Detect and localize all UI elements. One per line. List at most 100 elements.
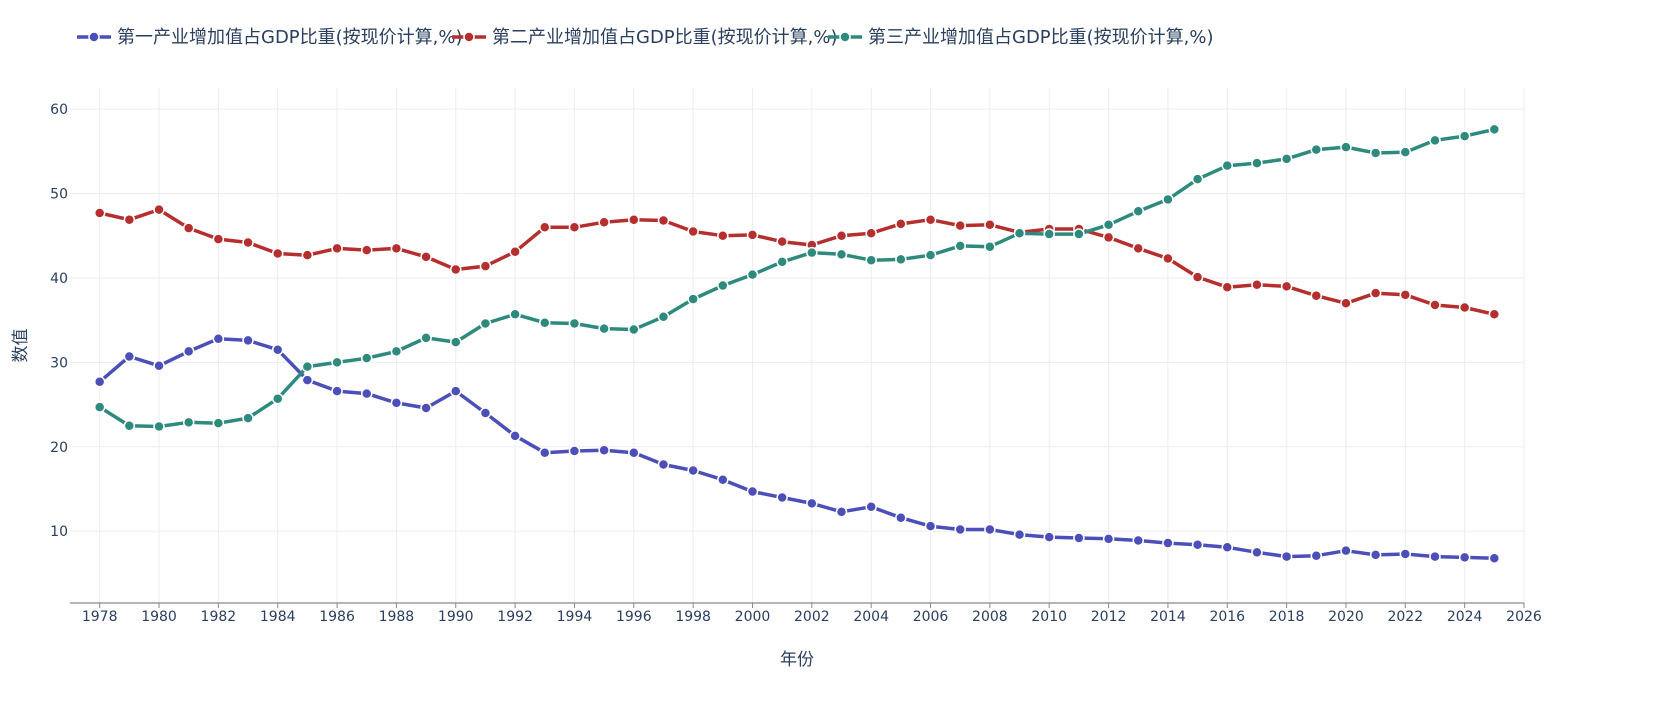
data-point[interactable] bbox=[1488, 308, 1501, 321]
data-point[interactable] bbox=[628, 323, 640, 336]
data-point[interactable] bbox=[1369, 549, 1382, 561]
data-point[interactable] bbox=[1399, 548, 1412, 560]
legend-item-3[interactable]: 第三产业增加值占GDP比重(按现价计算,%) bbox=[828, 27, 1214, 48]
data-point[interactable] bbox=[182, 416, 195, 429]
data-point[interactable] bbox=[1251, 157, 1263, 169]
data-point[interactable] bbox=[895, 511, 907, 524]
data-point[interactable] bbox=[539, 316, 551, 329]
data-point[interactable] bbox=[1221, 281, 1234, 293]
data-point[interactable] bbox=[1191, 271, 1204, 283]
series-1[interactable] bbox=[93, 332, 1501, 565]
data-point[interactable] bbox=[776, 256, 788, 268]
data-point[interactable] bbox=[657, 311, 670, 323]
data-point[interactable] bbox=[123, 213, 136, 226]
series-3[interactable] bbox=[93, 123, 1501, 433]
data-point[interactable] bbox=[776, 235, 788, 248]
data-point[interactable] bbox=[1429, 299, 1441, 311]
data-point[interactable] bbox=[539, 221, 551, 234]
data-point[interactable] bbox=[746, 485, 759, 498]
data-point[interactable] bbox=[123, 350, 136, 363]
data-point[interactable] bbox=[1429, 134, 1441, 147]
data-point[interactable] bbox=[1162, 193, 1174, 206]
data-point[interactable] bbox=[123, 419, 136, 432]
data-point[interactable] bbox=[153, 420, 165, 433]
data-point[interactable] bbox=[924, 520, 937, 532]
data-point[interactable] bbox=[1399, 146, 1412, 158]
data-point[interactable] bbox=[182, 222, 195, 234]
data-point[interactable] bbox=[509, 246, 521, 258]
data-point[interactable] bbox=[271, 343, 284, 356]
data-point[interactable] bbox=[628, 446, 640, 459]
data-point[interactable] bbox=[1429, 550, 1441, 563]
data-point[interactable] bbox=[360, 387, 373, 400]
data-point[interactable] bbox=[1132, 205, 1144, 218]
data-point[interactable] bbox=[1251, 278, 1263, 291]
data-point[interactable] bbox=[687, 293, 699, 305]
data-point[interactable] bbox=[450, 385, 462, 397]
data-point[interactable] bbox=[717, 279, 729, 292]
data-point[interactable] bbox=[865, 501, 877, 513]
data-point[interactable] bbox=[806, 246, 818, 259]
data-point[interactable] bbox=[924, 213, 937, 226]
data-point[interactable] bbox=[1221, 159, 1234, 172]
data-point[interactable] bbox=[746, 229, 759, 241]
data-point[interactable] bbox=[865, 254, 877, 266]
data-point[interactable] bbox=[1162, 537, 1174, 549]
data-point[interactable] bbox=[509, 430, 521, 442]
data-point[interactable] bbox=[420, 332, 432, 344]
data-point[interactable] bbox=[153, 360, 165, 372]
data-point[interactable] bbox=[182, 345, 195, 358]
data-point[interactable] bbox=[1399, 289, 1412, 301]
data-point[interactable] bbox=[1013, 227, 1026, 239]
data-point[interactable] bbox=[212, 332, 225, 345]
data-point[interactable] bbox=[331, 242, 343, 255]
data-point[interactable] bbox=[1458, 551, 1471, 564]
data-point[interactable] bbox=[568, 317, 581, 330]
data-point[interactable] bbox=[1132, 534, 1144, 547]
data-point[interactable] bbox=[717, 473, 729, 486]
data-point[interactable] bbox=[242, 334, 254, 347]
data-point[interactable] bbox=[1162, 252, 1174, 265]
data-point[interactable] bbox=[865, 227, 877, 239]
data-point[interactable] bbox=[539, 446, 551, 459]
data-point[interactable] bbox=[479, 260, 492, 272]
data-point[interactable] bbox=[598, 322, 610, 335]
data-point[interactable] bbox=[242, 236, 254, 249]
data-point[interactable] bbox=[93, 207, 106, 219]
data-point[interactable] bbox=[835, 506, 848, 518]
data-point[interactable] bbox=[1102, 219, 1115, 231]
data-point[interactable] bbox=[984, 219, 996, 231]
data-point[interactable] bbox=[301, 360, 314, 373]
data-point[interactable] bbox=[1280, 280, 1293, 293]
data-point[interactable] bbox=[1488, 552, 1501, 565]
data-point[interactable] bbox=[895, 218, 907, 230]
data-point[interactable] bbox=[390, 397, 403, 409]
data-point[interactable] bbox=[1369, 287, 1382, 299]
data-point[interactable] bbox=[1073, 532, 1085, 544]
data-point[interactable] bbox=[301, 249, 314, 261]
data-point[interactable] bbox=[687, 225, 699, 238]
data-point[interactable] bbox=[1310, 289, 1323, 302]
data-point[interactable] bbox=[835, 229, 848, 242]
data-point[interactable] bbox=[1102, 533, 1115, 545]
data-point[interactable] bbox=[628, 213, 640, 226]
data-point[interactable] bbox=[1280, 550, 1293, 563]
data-point[interactable] bbox=[1340, 297, 1352, 310]
data-point[interactable] bbox=[1340, 141, 1352, 153]
data-point[interactable] bbox=[1340, 544, 1352, 557]
data-point[interactable] bbox=[835, 248, 848, 261]
data-point[interactable] bbox=[1073, 228, 1085, 240]
data-point[interactable] bbox=[954, 523, 966, 536]
data-point[interactable] bbox=[93, 401, 106, 413]
data-point[interactable] bbox=[954, 240, 966, 252]
data-point[interactable] bbox=[450, 336, 462, 348]
data-point[interactable] bbox=[687, 464, 699, 477]
data-point[interactable] bbox=[1251, 546, 1263, 559]
data-point[interactable] bbox=[598, 444, 610, 456]
data-point[interactable] bbox=[1280, 153, 1293, 165]
data-point[interactable] bbox=[479, 317, 492, 330]
data-point[interactable] bbox=[1221, 541, 1234, 554]
data-point[interactable] bbox=[271, 392, 284, 405]
data-point[interactable] bbox=[568, 221, 581, 234]
data-point[interactable] bbox=[598, 216, 610, 228]
